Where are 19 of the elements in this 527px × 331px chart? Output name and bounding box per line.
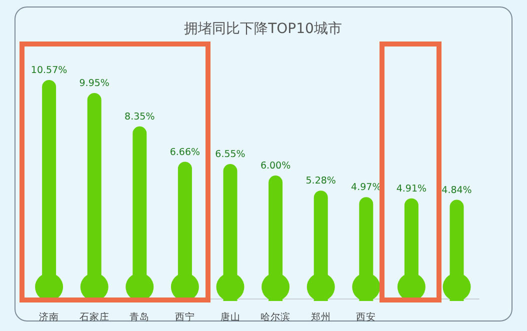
data-label: 6.66% [170, 146, 200, 158]
data-label: 4.97% [351, 182, 382, 194]
data-label: 6.55% [215, 149, 246, 160]
data-label: 4.84% [442, 184, 472, 196]
x-tick-label: 济南 [39, 311, 60, 323]
x-tick-label: 青岛 [130, 311, 150, 323]
x-tick-label: 西安 [356, 311, 376, 323]
data-label: 8.35% [124, 111, 155, 122]
x-tick-label: 石家庄 [79, 311, 110, 323]
x-tick-label: 唐山 [220, 311, 240, 323]
x-tick-label: 西宁 [174, 311, 195, 323]
data-label: 6.00% [260, 160, 291, 172]
data-label: 5.28% [306, 176, 336, 187]
data-label: 9.95% [79, 78, 110, 89]
chart-title: 拥堵同比下降TOP10城市 [184, 21, 342, 37]
x-tick-label: 哈尔滨 [260, 311, 291, 323]
x-tick-label: 郑州 [310, 311, 331, 323]
data-label: 4.91% [396, 183, 427, 194]
data-label: 10.57% [30, 65, 68, 76]
